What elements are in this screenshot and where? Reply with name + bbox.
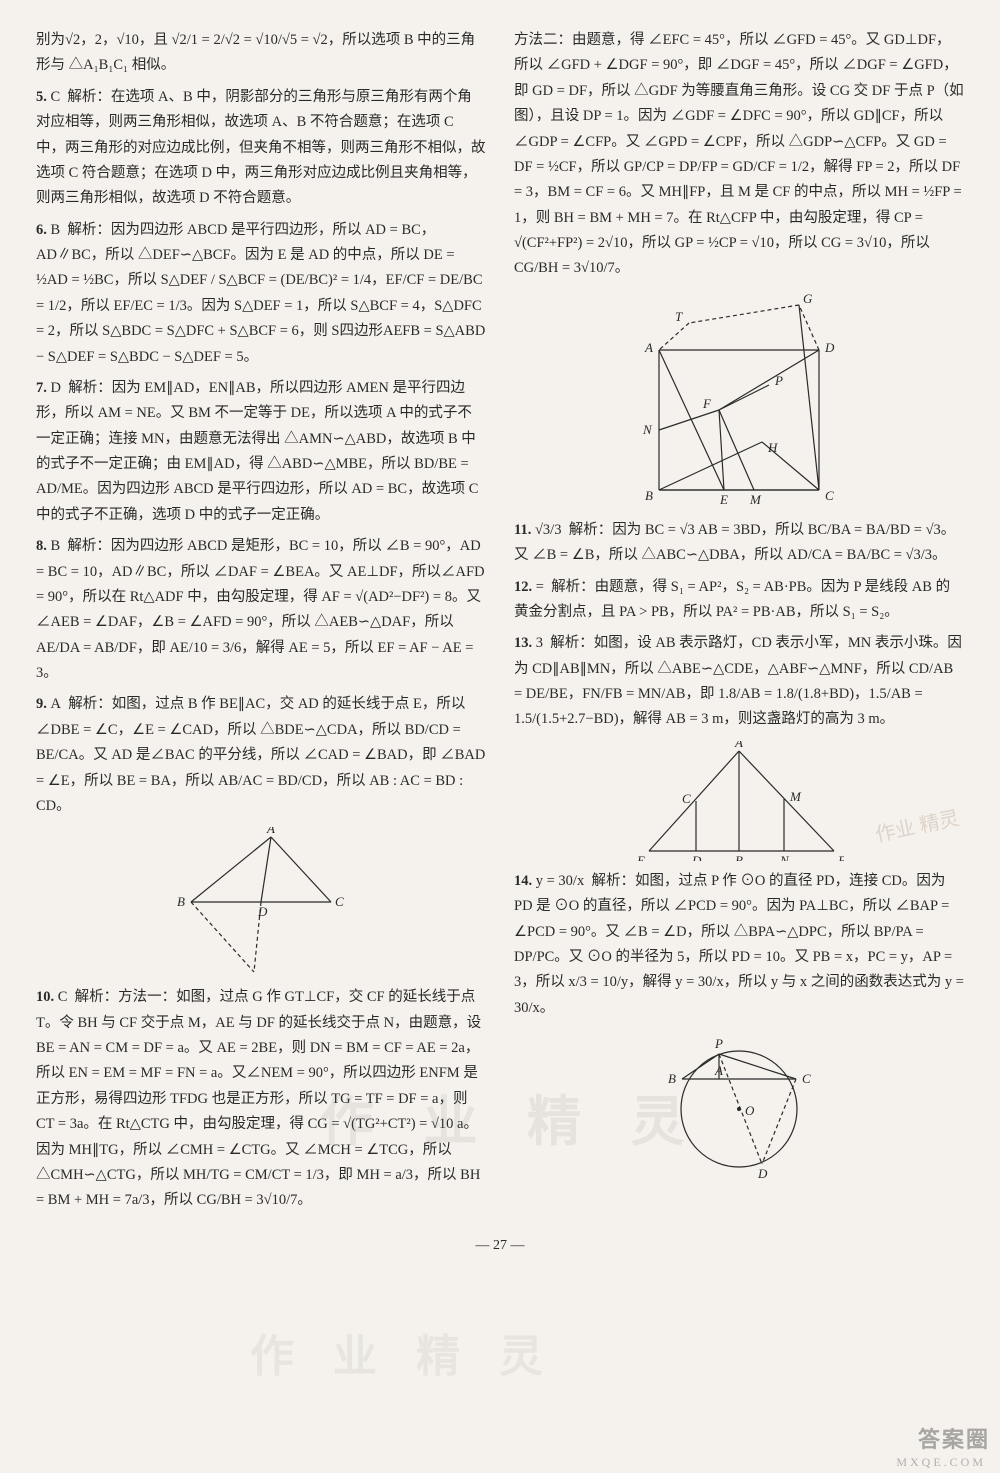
q14-num: 14. [514, 873, 532, 889]
svg-text:F: F [702, 396, 712, 411]
page-number: — 27 — [36, 1234, 964, 1259]
q5-text: 解析：在选项 A、B 中，阴影部分的三角形与原三角形有两个角对应相等，则两三角形… [36, 89, 486, 207]
q6-text: 解析：因为四边形 ABCD 是平行四边形，所以 AD = BC，AD∥BC，所以… [36, 222, 485, 365]
svg-text:D: D [824, 340, 835, 355]
svg-text:D: D [691, 853, 702, 861]
right-column: 方法二：由题意，得 ∠EFC = 45°，所以 ∠GFD = 45°。又 GD⊥… [514, 28, 964, 1220]
q10-ans: C [58, 989, 68, 1005]
svg-text:B: B [177, 894, 185, 909]
figure-q9: A B C D E [36, 827, 486, 977]
q11-num: 11. [514, 522, 531, 538]
q14-ans: y = 30/x [536, 873, 584, 889]
q9: 9. A 解析：如图，过点 B 作 BE∥AC，交 AD 的延长线于点 E，所以… [36, 692, 486, 819]
q9-ans: A [51, 696, 61, 712]
q14: 14. y = 30/x 解析：如图，过点 P 作 ⊙O 的直径 PD，连接 C… [514, 869, 964, 1021]
svg-text:E: E [249, 974, 258, 977]
svg-text:B: B [668, 1071, 676, 1086]
svg-text:A: A [734, 741, 743, 750]
svg-text:B: B [735, 853, 743, 861]
q5: 5. C 解析：在选项 A、B 中，阴影部分的三角形与原三角形有两个角对应相等，… [36, 85, 486, 212]
q12: 12. = 解析：由题意，得 S₁ = AP²，S₂ = AB·PB。因为 P … [514, 575, 964, 626]
q13-ans: 3 [536, 635, 543, 651]
q5-ans: C [51, 89, 61, 105]
svg-text:P: P [714, 1036, 723, 1051]
q12-num: 12. [514, 579, 532, 595]
svg-text:M: M [749, 492, 762, 507]
svg-text:C: C [682, 791, 691, 806]
q9-text: 解析：如图，过点 B 作 BE∥AC，交 AD 的延长线于点 E，所以 ∠DBE… [36, 696, 485, 814]
svg-text:A: A [714, 1063, 723, 1078]
svg-text:C: C [335, 894, 344, 909]
q13: 13. 3 解析：如图，设 AB 表示路灯，CD 表示小军，MN 表示小珠。因为… [514, 631, 964, 733]
svg-text:P: P [774, 373, 783, 388]
svg-text:D: D [757, 1166, 768, 1179]
q6-num: 6. [36, 222, 47, 238]
svg-text:G: G [803, 291, 813, 306]
figure-q14: A B C D O P [514, 1029, 964, 1179]
q13-text: 解析：如图，设 AB 表示路灯，CD 表示小军，MN 表示小珠。因为 CD∥AB… [514, 635, 962, 727]
q4-tail: 别为√2，2，√10，且 √2/1 = 2/√2 = √10/√5 = √2，所… [36, 28, 486, 79]
q8-ans: B [51, 538, 61, 554]
q7: 7. D 解析：因为 EM∥AD，EN∥AB，所以四边形 AMEN 是平行四边形… [36, 376, 486, 528]
svg-text:O: O [745, 1103, 755, 1118]
svg-text:F: F [837, 853, 844, 861]
q10-num: 10. [36, 989, 54, 1005]
q11-ans: √3/3 [535, 522, 562, 538]
q14-text: 解析：如图，过点 P 作 ⊙O 的直径 PD，连接 CD。因为 PD 是 ⊙O … [514, 873, 964, 1016]
left-column: 别为√2，2，√10，且 √2/1 = 2/√2 = √10/√5 = √2，所… [36, 28, 486, 1220]
svg-text:N: N [642, 422, 653, 437]
svg-text:M: M [789, 789, 802, 804]
figure-q10: A B C D E F G H M N P T [514, 290, 964, 510]
q5-num: 5. [36, 89, 47, 105]
svg-text:N: N [779, 853, 790, 861]
svg-text:C: C [825, 488, 834, 503]
two-column-layout: 别为√2，2，√10，且 √2/1 = 2/√2 = √10/√5 = √2，所… [36, 28, 964, 1220]
q13-num: 13. [514, 635, 532, 651]
svg-text:A: A [644, 340, 653, 355]
q7-num: 7. [36, 380, 47, 396]
brand-sub: MXQE.COM [896, 1452, 986, 1473]
page-number-value: 27 [493, 1238, 507, 1253]
watermark-2: 作 业 精 灵 [250, 1318, 557, 1395]
q12-text: 解析：由题意，得 S₁ = AP²，S₂ = AB·PB。因为 P 是线段 AB… [514, 579, 950, 620]
svg-text:H: H [767, 440, 778, 455]
q11: 11. √3/3 解析：因为 BC = √3 AB = 3BD，所以 BC/BA… [514, 518, 964, 569]
q11-text: 解析：因为 BC = √3 AB = 3BD，所以 BC/BA = BA/BD … [514, 522, 955, 563]
figure-q13: A B C D E F M N [514, 741, 964, 861]
q6-ans: B [51, 222, 61, 238]
q6: 6. B 解析：因为四边形 ABCD 是平行四边形，所以 AD = BC，AD∥… [36, 218, 486, 370]
svg-text:B: B [645, 488, 653, 503]
q8: 8. B 解析：因为四边形 ABCD 是矩形，BC = 10，所以 ∠B = 9… [36, 534, 486, 686]
q8-num: 8. [36, 538, 47, 554]
q10-continued: 方法二：由题意，得 ∠EFC = 45°，所以 ∠GFD = 45°。又 GD⊥… [514, 28, 964, 282]
q12-ans: = [536, 579, 544, 595]
svg-text:C: C [802, 1071, 811, 1086]
svg-text:E: E [719, 492, 728, 507]
q9-num: 9. [36, 696, 47, 712]
svg-text:E: E [636, 853, 645, 861]
q10: 10. C 解析：方法一：如图，过点 G 作 GT⊥CF，交 CF 的延长线于点… [36, 985, 486, 1213]
q8-text: 解析：因为四边形 ABCD 是矩形，BC = 10，所以 ∠B = 90°，AD… [36, 538, 485, 681]
svg-text:D: D [257, 904, 268, 919]
q10-text: 解析：方法一：如图，过点 G 作 GT⊥CF，交 CF 的延长线于点 T。令 B… [36, 989, 481, 1208]
svg-text:A: A [266, 827, 275, 836]
q7-ans: D [51, 380, 61, 396]
q7-text: 解析：因为 EM∥AD，EN∥AB，所以四边形 AMEN 是平行四边形，所以 A… [36, 380, 478, 523]
svg-text:T: T [675, 309, 683, 324]
